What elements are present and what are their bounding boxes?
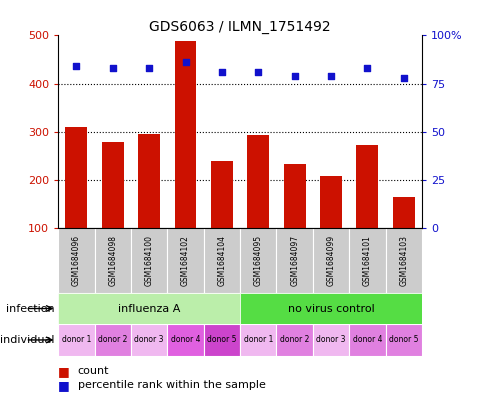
Bar <box>247 135 269 276</box>
Point <box>217 69 225 75</box>
Bar <box>385 324 421 356</box>
Bar <box>356 145 378 276</box>
Bar <box>167 324 203 356</box>
Text: GSM1684100: GSM1684100 <box>144 235 153 286</box>
Bar <box>283 164 305 276</box>
Text: infection: infection <box>6 303 54 314</box>
Point <box>290 73 298 79</box>
Bar <box>240 293 421 324</box>
Point <box>72 63 80 69</box>
Text: GSM1684098: GSM1684098 <box>108 235 117 286</box>
Bar <box>203 324 240 356</box>
Bar <box>348 228 385 293</box>
Title: GDS6063 / ILMN_1751492: GDS6063 / ILMN_1751492 <box>149 20 330 34</box>
Point <box>181 59 189 66</box>
Text: GSM1684103: GSM1684103 <box>398 235 408 286</box>
Text: ■: ■ <box>58 378 70 392</box>
Text: GSM1684101: GSM1684101 <box>362 235 371 286</box>
Bar <box>240 228 276 293</box>
Text: GSM1684097: GSM1684097 <box>289 235 299 286</box>
Bar <box>65 127 87 276</box>
Bar <box>102 142 123 276</box>
Text: donor 2: donor 2 <box>279 336 309 344</box>
Text: GSM1684102: GSM1684102 <box>181 235 190 286</box>
Bar <box>348 324 385 356</box>
Text: individual: individual <box>0 335 54 345</box>
Bar <box>131 324 167 356</box>
Text: GSM1684104: GSM1684104 <box>217 235 226 286</box>
Bar <box>240 324 276 356</box>
Text: influenza A: influenza A <box>118 303 180 314</box>
Text: donor 3: donor 3 <box>316 336 345 344</box>
Text: donor 1: donor 1 <box>61 336 91 344</box>
Bar <box>312 228 348 293</box>
Bar <box>211 160 232 276</box>
Point <box>145 65 152 71</box>
Bar <box>174 41 196 276</box>
Bar <box>58 293 240 324</box>
Point <box>326 73 334 79</box>
Point <box>108 65 116 71</box>
Text: percentile rank within the sample: percentile rank within the sample <box>77 380 265 390</box>
Text: donor 4: donor 4 <box>170 336 200 344</box>
Text: no virus control: no virus control <box>287 303 374 314</box>
Bar <box>58 324 94 356</box>
Text: donor 3: donor 3 <box>134 336 164 344</box>
Bar <box>276 228 312 293</box>
Bar <box>319 176 341 276</box>
Bar <box>138 134 160 276</box>
Bar <box>312 324 348 356</box>
Text: GSM1684095: GSM1684095 <box>253 235 262 286</box>
Bar <box>167 228 203 293</box>
Bar <box>131 228 167 293</box>
Text: donor 5: donor 5 <box>388 336 418 344</box>
Bar <box>94 228 131 293</box>
Bar <box>203 228 240 293</box>
Point <box>399 75 407 81</box>
Text: donor 5: donor 5 <box>207 336 236 344</box>
Bar <box>94 324 131 356</box>
Point <box>254 69 261 75</box>
Point <box>363 65 370 71</box>
Text: GSM1684099: GSM1684099 <box>326 235 335 286</box>
Text: donor 2: donor 2 <box>98 336 127 344</box>
Text: count: count <box>77 366 109 376</box>
Bar <box>58 228 94 293</box>
Text: donor 1: donor 1 <box>243 336 272 344</box>
Text: ■: ■ <box>58 365 70 378</box>
Text: donor 4: donor 4 <box>352 336 381 344</box>
Bar <box>392 196 414 276</box>
Bar <box>276 324 312 356</box>
Text: GSM1684096: GSM1684096 <box>72 235 81 286</box>
Bar <box>385 228 421 293</box>
